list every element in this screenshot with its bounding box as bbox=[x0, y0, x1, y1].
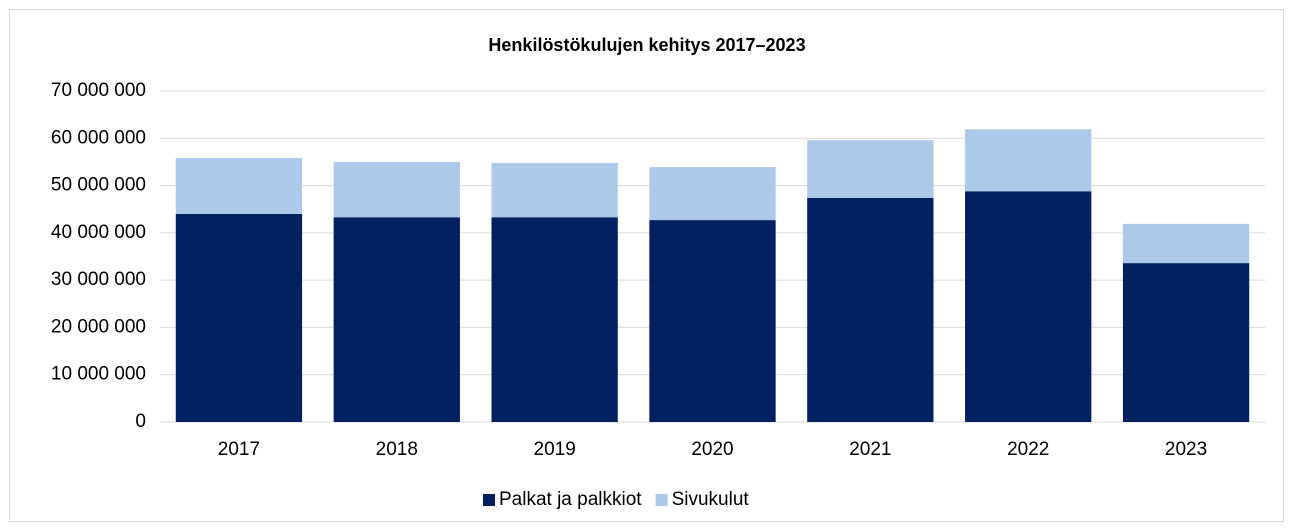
x-tick-label: 2018 bbox=[376, 439, 418, 460]
y-tick-label: 70 000 000 bbox=[51, 80, 146, 101]
legend-swatch bbox=[655, 494, 668, 506]
bar-segment bbox=[491, 162, 618, 218]
x-tick-label: 2019 bbox=[534, 439, 576, 460]
bar-segment bbox=[649, 167, 776, 221]
y-tick-label: 10 000 000 bbox=[51, 364, 146, 385]
y-tick-label: 20 000 000 bbox=[51, 316, 146, 337]
legend-swatch bbox=[483, 494, 495, 506]
legend-label: Palkat ja palkkiot bbox=[499, 489, 642, 510]
bar-segment bbox=[333, 161, 460, 218]
bar-segment bbox=[1122, 223, 1250, 264]
x-tick-label: 2022 bbox=[1007, 439, 1049, 460]
y-tick-label: 60 000 000 bbox=[51, 127, 146, 148]
bar-segment bbox=[807, 140, 934, 198]
x-tick-label: 2020 bbox=[691, 439, 733, 460]
bar-segment bbox=[965, 191, 1092, 422]
x-tick-label: 2023 bbox=[1165, 439, 1207, 460]
bar-segment bbox=[333, 217, 460, 422]
x-tick-label: 2017 bbox=[218, 439, 260, 460]
bar-segment bbox=[1122, 263, 1250, 422]
y-tick-label: 50 000 000 bbox=[51, 175, 146, 196]
y-tick-label: 40 000 000 bbox=[51, 222, 146, 243]
chart-title: Henkilöstökulujen kehitys 2017–2023 bbox=[488, 35, 805, 55]
bar-segment bbox=[491, 217, 618, 422]
bar-segment bbox=[965, 129, 1092, 192]
legend-label: Sivukulut bbox=[672, 489, 750, 510]
bar-segment bbox=[807, 197, 934, 422]
bar-segment bbox=[175, 158, 303, 214]
x-tick-label: 2021 bbox=[849, 439, 891, 460]
y-tick-label: 30 000 000 bbox=[51, 269, 146, 290]
bar-segment bbox=[175, 213, 303, 422]
bar-segment bbox=[649, 220, 776, 422]
y-tick-label: 0 bbox=[135, 411, 146, 432]
